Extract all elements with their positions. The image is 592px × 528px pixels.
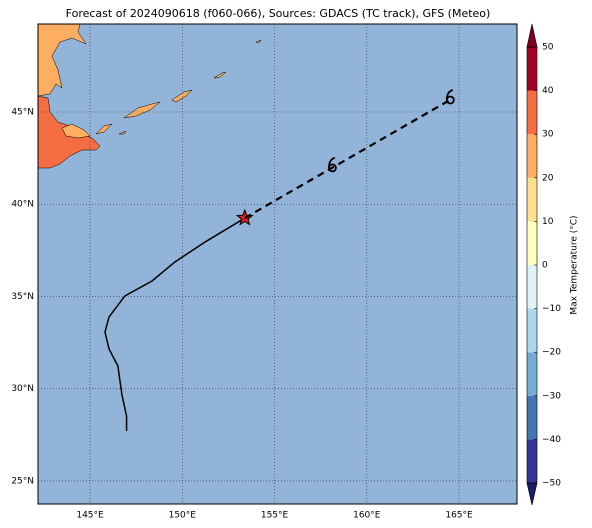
island (255, 39, 262, 44)
colorbar-tick-label: −50 (542, 479, 561, 489)
track-line (104, 217, 246, 431)
y-tick-label: 30°N (11, 384, 34, 394)
colorbar-tick-label: 20 (542, 173, 554, 183)
track-line (244, 99, 451, 220)
x-tick-label: 155°E (261, 511, 289, 521)
colorbar-tick-label: −30 (542, 391, 561, 401)
colorbar-segment (527, 308, 537, 353)
island (118, 130, 127, 135)
land (37, 23, 87, 97)
colorbar-extend-under (526, 482, 538, 506)
colorbar-extend-over (526, 23, 538, 48)
colorbar-tick-label: 0 (542, 261, 548, 271)
typhoon-symbol (328, 157, 337, 173)
chart-title: Forecast of 2024090618 (f060-066), Sourc… (66, 7, 491, 20)
x-tick-label: 150°E (169, 511, 197, 521)
x-tick-label: 165°E (445, 511, 473, 521)
colorbar-tick-label: −20 (542, 348, 561, 358)
island (213, 71, 227, 79)
colorbar-segment (527, 439, 537, 483)
colorbar-segment (527, 47, 537, 91)
y-tick-label: 35°N (11, 292, 34, 302)
colorbar-tick-label: 10 (542, 217, 554, 227)
axes-frame (37, 23, 518, 505)
y-tick-label: 40°N (11, 200, 34, 210)
colorbar-tick-label: −40 (542, 435, 561, 445)
island (95, 123, 113, 135)
typhoon-symbol-shape (328, 157, 337, 173)
colorbar-segment (527, 352, 537, 396)
x-tick-label: 160°E (353, 511, 381, 521)
y-tick-label: 45°N (11, 107, 34, 117)
colorbar-segment (527, 395, 537, 440)
colorbar-tick-label: 40 (542, 86, 554, 96)
colorbar-segment (527, 134, 537, 178)
colorbar-tick-label: 50 (542, 43, 554, 53)
colorbar-tick-label: 30 (542, 130, 554, 140)
colorbar-tick-label: −10 (542, 304, 561, 314)
colorbar-segment (527, 90, 537, 135)
x-tick-label: 145°E (76, 511, 104, 521)
typhoon-symbol-shape (445, 89, 455, 105)
ocean (38, 24, 517, 504)
colorbar-segment (527, 177, 537, 222)
typhoon-symbol (445, 89, 455, 105)
colorbar-segment (527, 265, 537, 309)
y-tick-label: 25°N (11, 476, 34, 486)
map-area (37, 23, 517, 504)
colorbar-segment (527, 221, 537, 265)
colorbar-label: Max Temperature (°C) (570, 215, 580, 314)
island (123, 101, 161, 119)
